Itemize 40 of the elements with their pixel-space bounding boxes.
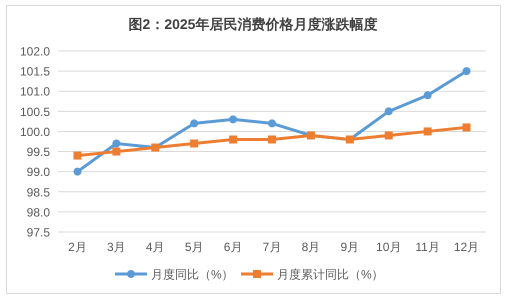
point (384, 131, 393, 140)
point (462, 123, 471, 132)
point (268, 119, 276, 128)
x-tick-label: 12月 (454, 240, 480, 254)
point (229, 115, 238, 124)
point (424, 127, 432, 136)
x-tick-label: 4月 (146, 240, 165, 254)
y-tick-label: 100.5 (20, 104, 50, 119)
point (462, 67, 471, 76)
x-tick-label: 3月 (107, 240, 126, 254)
x-tick-label: 10月 (376, 240, 402, 254)
x-tick-label: 11月 (415, 240, 440, 254)
x-tick-label: 5月 (184, 240, 204, 254)
point (190, 140, 198, 148)
y-tick-label: 101.0 (20, 84, 50, 99)
x-tick-label: 6月 (224, 240, 242, 254)
legend-label: 月度同比（%） (151, 268, 234, 282)
point (190, 119, 198, 128)
x-tick-label: 7月 (262, 240, 282, 254)
y-tick-label: 101.5 (20, 64, 50, 79)
chart-title: 图2：2025年居民消费价格月度涨跌幅度 (128, 16, 378, 32)
legend-label: 月度累计同比（%） (277, 268, 384, 282)
y-tick-label: 99.5 (26, 145, 50, 160)
x-tick-label: 2月 (68, 240, 87, 254)
y-tick-label: 98.0 (26, 205, 50, 220)
x-tick-label: 8月 (302, 240, 320, 254)
y-tick-label: 99.0 (26, 165, 50, 180)
point (73, 152, 82, 160)
y-tick-label: 97.5 (26, 226, 50, 240)
y-tick-label: 98.5 (26, 185, 50, 200)
point (229, 135, 238, 144)
point (112, 148, 120, 156)
point (73, 168, 82, 176)
y-tick-label: 102.0 (20, 44, 50, 58)
x-tick-label: 9月 (340, 240, 360, 254)
point (424, 91, 432, 100)
point (268, 135, 276, 144)
y-tick-label: 100.0 (20, 124, 50, 139)
point (384, 107, 393, 116)
point (112, 140, 120, 148)
